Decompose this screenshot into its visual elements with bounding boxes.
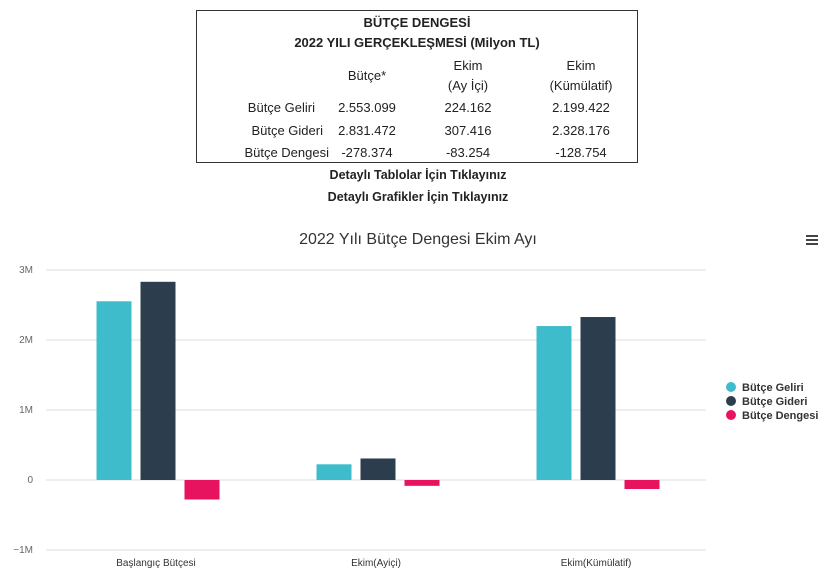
x-tick-label: Ekim(Kümülatif)	[561, 558, 632, 569]
bar-balance[interactable]	[404, 480, 440, 486]
row-label-balance: Bütçe Dengesi	[244, 145, 329, 160]
legend-marker	[726, 382, 736, 392]
legend-item-expense[interactable]: Bütçe Gideri	[726, 396, 807, 408]
bar-expense[interactable]	[360, 458, 396, 480]
row-label-revenue: Bütçe Geliri	[247, 100, 315, 115]
x-tick-label: Başlangıç Bütçesi	[116, 558, 196, 569]
column-header-budget: Bütçe*	[347, 68, 387, 83]
y-tick-label: 1M	[19, 405, 33, 416]
bar-revenue[interactable]	[316, 464, 352, 480]
bar-revenue[interactable]	[96, 301, 132, 480]
legend-marker	[726, 396, 736, 406]
budget-summary-table: BÜTÇE DENGESİ 2022 YILI GERÇEKLEŞMESİ (M…	[196, 10, 638, 163]
cell-balance-cumulative: -128.754	[555, 145, 607, 160]
y-tick-label: 2M	[19, 335, 33, 346]
detailed-tables-link[interactable]: Detaylı Tablolar İçin Tıklayınız	[329, 168, 507, 182]
column-header-cumulative: Ekim	[566, 58, 596, 73]
cell-balance-budget: -278.374	[341, 145, 393, 160]
legend-label: Bütçe Gideri	[742, 396, 807, 408]
detailed-charts-link[interactable]: Detaylı Grafikler İçin Tıklayınız	[327, 190, 509, 204]
cell-revenue-budget: 2.553.099	[338, 100, 396, 115]
cell-expense-budget: 2.831.472	[338, 123, 396, 138]
bar-balance[interactable]	[624, 480, 660, 490]
legend-item-revenue[interactable]: Bütçe Geliri	[726, 382, 804, 394]
menu-icon	[806, 235, 818, 237]
chart-menu-button[interactable]	[806, 235, 820, 247]
cell-revenue-cumulative: 2.199.422	[552, 100, 610, 115]
x-tick-label: Ekim(Ayiçi)	[351, 558, 401, 569]
cell-revenue-month: 224.162	[444, 100, 492, 115]
chart-title: 2022 Yılı Bütçe Dengesi Ekim Ayı	[299, 231, 537, 248]
y-tick-label: −1M	[13, 545, 33, 556]
bar-expense[interactable]	[580, 317, 616, 480]
cell-balance-month: -83.254	[445, 145, 491, 160]
column-header-month: Ekim	[453, 58, 483, 73]
cell-expense-month: 307.416	[444, 123, 492, 138]
menu-icon-line	[806, 239, 818, 241]
legend-item-balance[interactable]: Bütçe Dengesi	[726, 410, 818, 422]
column-header-cumulative-sub: (Kümülatif)	[549, 78, 613, 93]
summary-title: BÜTÇE DENGESİ	[363, 15, 471, 30]
row-label-expense: Bütçe Gideri	[251, 123, 323, 138]
y-tick-label: 3M	[19, 265, 33, 276]
legend-label: Bütçe Geliri	[742, 382, 804, 394]
legend-marker	[726, 410, 736, 420]
cell-expense-cumulative: 2.328.176	[552, 123, 610, 138]
bar-expense[interactable]	[140, 281, 176, 480]
bar-revenue[interactable]	[536, 326, 572, 480]
column-header-month-sub: (Ay İçi)	[447, 78, 489, 93]
legend-label: Bütçe Dengesi	[742, 410, 818, 422]
summary-subtitle: 2022 YILI GERÇEKLEŞMESİ (Milyon TL)	[294, 35, 540, 50]
menu-icon-line	[806, 243, 818, 245]
bar-balance[interactable]	[184, 480, 220, 500]
y-tick-label: 0	[27, 475, 33, 486]
